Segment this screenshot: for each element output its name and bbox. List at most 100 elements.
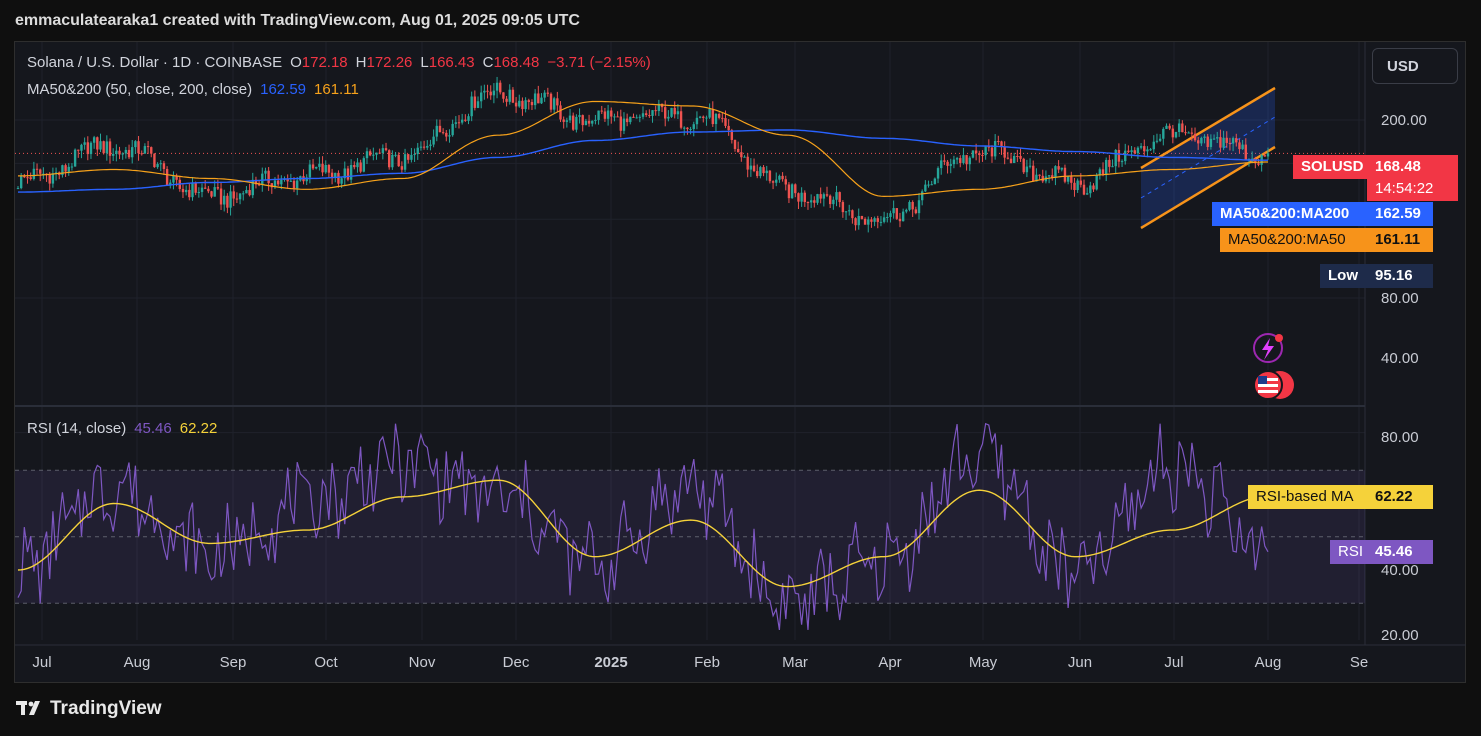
candle-body	[1212, 138, 1216, 140]
candle-body	[29, 177, 32, 180]
bar-countdown: 14:54:22	[1375, 180, 1434, 197]
flag-canton	[1258, 376, 1267, 384]
candle-body	[543, 92, 546, 98]
candle-body	[311, 164, 315, 169]
candle-body	[403, 154, 407, 170]
ma50-tag-label: MA50&200:MA50	[1220, 228, 1367, 252]
candle-body	[1038, 174, 1041, 176]
candle-body	[933, 178, 937, 185]
candle-body	[365, 151, 369, 159]
price-tick: 80.00	[1381, 290, 1419, 307]
candle-body	[819, 194, 822, 199]
high-value: 172.26	[366, 54, 413, 71]
symbol-title: Solana / U.S. Dollar · 1D · COINBASE	[27, 54, 283, 71]
candle-body	[86, 142, 89, 155]
candle-body	[1200, 137, 1203, 144]
candle-body	[318, 163, 321, 167]
candle-body	[305, 177, 308, 182]
candle-body	[537, 93, 540, 104]
candle-body	[508, 89, 511, 102]
candle-body	[657, 103, 661, 112]
candle-body	[644, 113, 648, 116]
candle-body	[486, 90, 489, 92]
candle-body	[610, 110, 613, 117]
candle-body	[1225, 137, 1228, 143]
candle-body	[83, 142, 86, 145]
candle-body	[384, 148, 388, 151]
candle-body	[191, 182, 194, 198]
candle-body	[762, 167, 765, 174]
candle-body	[264, 170, 267, 174]
candle-body	[96, 137, 99, 150]
candle-body	[1025, 166, 1029, 173]
candle-body	[337, 172, 340, 184]
candle-body	[289, 180, 293, 182]
candle-body	[1250, 158, 1254, 160]
rsi-line	[17, 422, 1269, 630]
candle-body	[381, 148, 385, 154]
candle-body	[1051, 175, 1054, 178]
candle-body	[1177, 123, 1181, 132]
candle-body	[73, 149, 77, 167]
candle-body	[873, 218, 876, 222]
candle-body	[1228, 142, 1232, 144]
candle-body	[641, 113, 645, 117]
candle-body	[394, 154, 397, 156]
candle-body	[1089, 185, 1092, 194]
candle-body	[1143, 146, 1146, 152]
candle-body	[124, 149, 128, 154]
candle-body	[822, 194, 826, 199]
candle-body	[740, 152, 743, 158]
ma50-legend-value: 161.11	[314, 81, 359, 98]
candle-body	[1016, 156, 1019, 158]
candle-body	[987, 146, 991, 148]
candle-body	[886, 216, 889, 218]
tradingview-footer[interactable]: TradingView	[16, 698, 162, 723]
rsi-tick: 80.00	[1381, 429, 1419, 446]
rsi-tick: 20.00	[1381, 627, 1419, 644]
candle-body	[841, 202, 845, 213]
candle-body	[39, 169, 42, 174]
candle-body	[197, 191, 201, 193]
candle-body	[321, 163, 324, 173]
candle-body	[1238, 142, 1241, 150]
candle-body	[613, 116, 616, 118]
candle-body	[343, 168, 346, 179]
candle-body	[397, 154, 400, 167]
candle-body	[971, 150, 975, 158]
candle-body	[549, 93, 553, 110]
candle-body	[667, 116, 670, 119]
candle-body	[632, 116, 635, 118]
time-tick: Mar	[782, 654, 808, 671]
candle-body	[127, 149, 131, 158]
candle-body	[809, 200, 813, 203]
candle-body	[616, 116, 619, 118]
candle-body	[115, 150, 118, 154]
currency-button[interactable]: USD	[1372, 48, 1458, 84]
time-tick: Jul	[32, 654, 52, 671]
candle-body	[889, 213, 892, 217]
time-tick: Aug	[1254, 654, 1282, 671]
candle-body	[746, 156, 749, 170]
open-label: O	[290, 54, 302, 71]
candle-body	[1231, 138, 1235, 144]
candle-body	[492, 90, 496, 96]
candle-body	[683, 127, 686, 129]
candle-body	[514, 102, 518, 107]
low-value: 166.43	[428, 54, 475, 71]
candle-body	[1054, 166, 1057, 178]
candle-body	[372, 154, 375, 156]
candle-body	[714, 113, 718, 125]
candle-body	[556, 98, 559, 106]
candle-body	[235, 198, 239, 200]
candle-body	[1130, 150, 1133, 153]
candle-body	[1111, 166, 1114, 168]
candle-body	[1222, 137, 1225, 148]
candle-body	[378, 152, 381, 154]
candle-body	[806, 201, 810, 203]
candle-body	[540, 97, 543, 104]
candle-body	[717, 113, 721, 118]
candle-body	[35, 168, 39, 170]
candle-body	[327, 164, 331, 173]
